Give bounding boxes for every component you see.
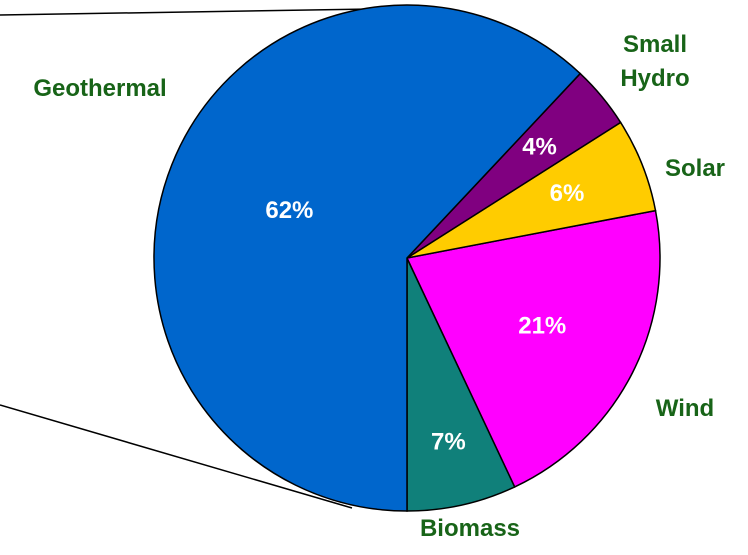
value-label: 7%: [431, 429, 466, 456]
pie-slice: [153, 4, 582, 512]
category-label: Biomass: [419, 515, 521, 542]
category-label: Small Hydro: [620, 31, 690, 92]
value-label: 62%: [265, 197, 313, 224]
category-label: Wind: [655, 395, 715, 422]
connector-line: [0, 8, 373, 16]
pie-slice: [406, 257, 516, 512]
value-label: 4%: [522, 134, 557, 161]
value-label: 6%: [550, 180, 585, 207]
pie-slice: [405, 209, 661, 488]
category-label: Solar: [664, 155, 726, 182]
category-label: Geothermal: [33, 75, 167, 102]
connector-line: [0, 404, 353, 509]
value-label: 21%: [518, 312, 566, 339]
